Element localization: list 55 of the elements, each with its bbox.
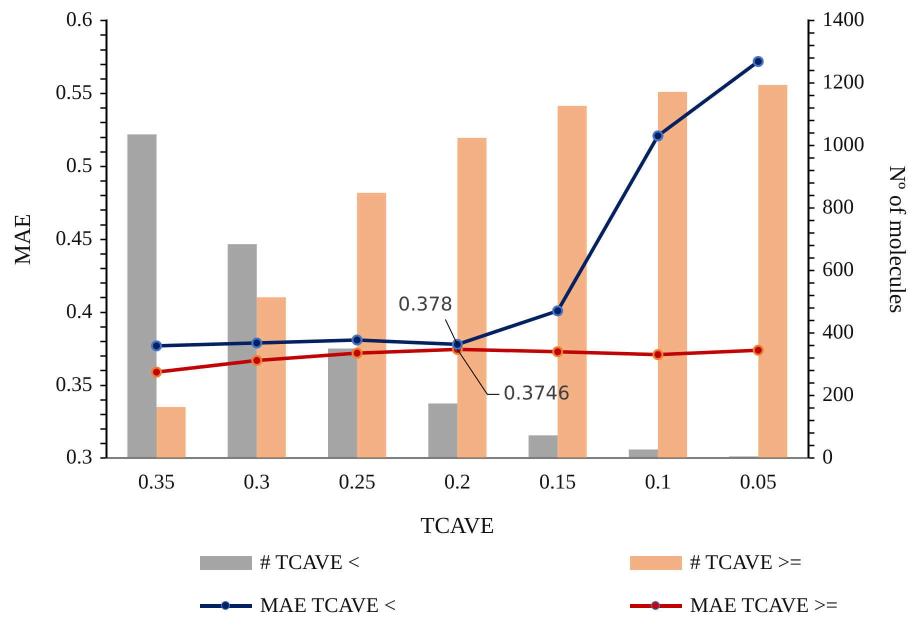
- bar: [628, 449, 658, 458]
- point: [452, 338, 463, 350]
- point: [150, 340, 162, 352]
- x-tick-label: 0.25: [338, 469, 376, 494]
- legend-label: MAE TCAVE >=: [690, 593, 838, 618]
- x-tick-label: 0.35: [138, 469, 175, 494]
- legend-label: # TCAVE <: [260, 550, 360, 575]
- point: [752, 56, 764, 67]
- bar: [528, 435, 558, 458]
- y-tick-label: 0.4: [66, 298, 93, 323]
- legend-label: MAE TCAVE <: [260, 593, 396, 618]
- y2-tick-label: 0: [822, 444, 833, 469]
- y2-tick-label: 200: [822, 382, 854, 406]
- legend-label: # TCAVE >=: [690, 550, 802, 575]
- bar: [256, 297, 286, 458]
- y-tick-label: 0.5: [66, 152, 92, 177]
- point: [352, 334, 363, 346]
- bar: [658, 92, 688, 458]
- bar: [127, 134, 156, 458]
- y2-tick-label: 800: [822, 194, 854, 219]
- x-tick-label: 0.15: [539, 469, 576, 494]
- bar: [457, 138, 486, 458]
- point: [552, 305, 564, 316]
- y-tick-label: 0.6: [66, 7, 92, 32]
- bar: [357, 192, 386, 458]
- y2-tick-label: 600: [822, 257, 854, 282]
- y-tick-label: 0.55: [56, 80, 92, 104]
- point: [652, 349, 664, 360]
- bar: [758, 84, 788, 458]
- y2-tick-label: 1200: [822, 70, 864, 94]
- y2-tick-label: 400: [822, 320, 854, 344]
- y-tick-label: 0.3: [66, 444, 92, 469]
- x-axis-title: TCAVE: [420, 513, 494, 538]
- y-axis-title: MAE: [10, 214, 35, 265]
- point: [251, 337, 262, 348]
- y-tick-label: 0.35: [56, 372, 92, 396]
- point: [150, 366, 162, 378]
- x-tick-label: 0.05: [740, 469, 777, 494]
- y2-axis-title: Nº of molecules: [885, 166, 910, 314]
- annotation: 0.378: [398, 293, 453, 316]
- y-tick-label: 0.45: [56, 226, 92, 250]
- bar: [428, 404, 458, 458]
- x-tick-label: 0.1: [644, 469, 672, 494]
- y2-tick-label: 1000: [822, 132, 864, 156]
- point: [652, 130, 664, 142]
- y2-tick-label: 1400: [822, 7, 864, 32]
- x-tick-label: 0.3: [244, 469, 270, 494]
- point: [552, 346, 564, 358]
- point: [352, 348, 363, 359]
- point: [752, 344, 764, 356]
- point: [251, 354, 262, 366]
- bar: [156, 406, 186, 458]
- x-tick-label: 0.2: [444, 469, 470, 494]
- bar: [328, 348, 358, 458]
- bar: [228, 244, 257, 458]
